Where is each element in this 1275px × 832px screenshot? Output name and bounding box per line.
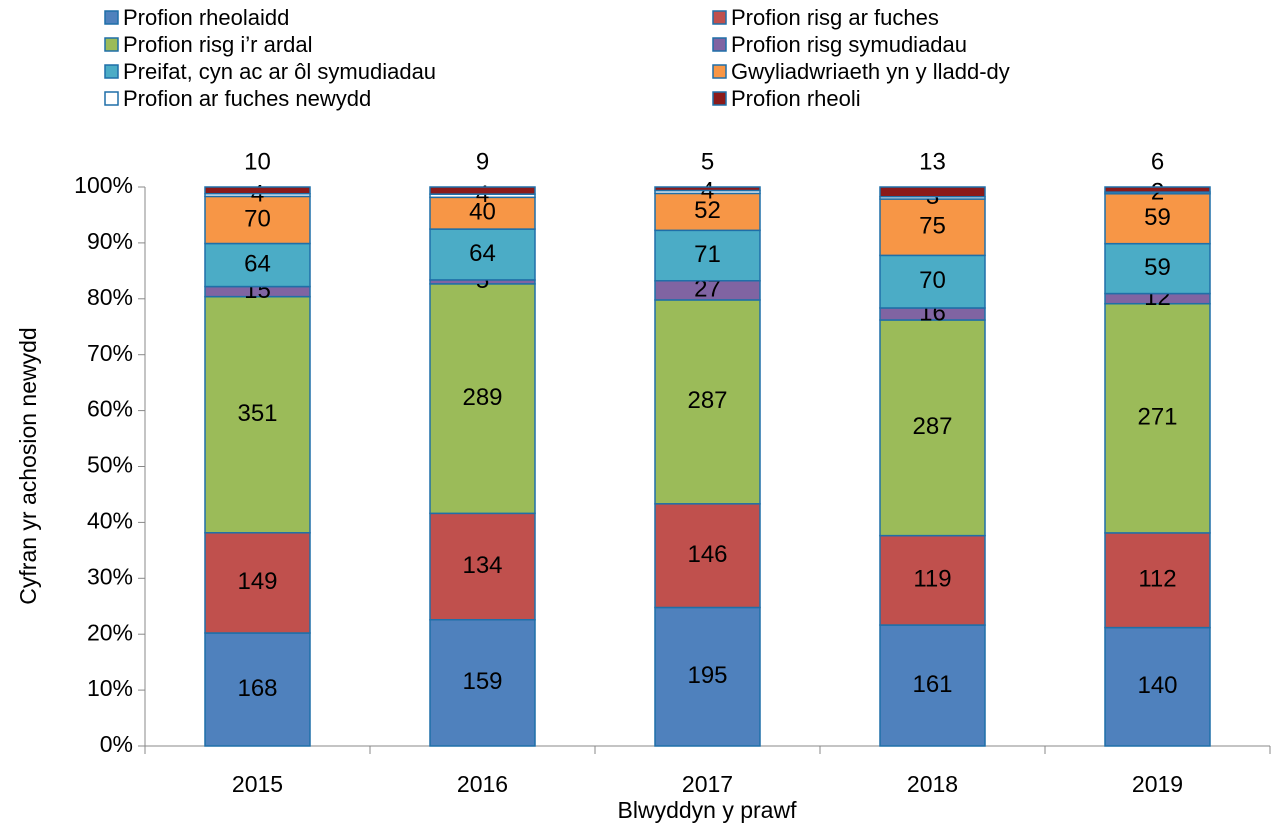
data-label: 59 [1144,254,1171,281]
legend-label: Profion risg symudiadau [731,32,967,57]
x-tick-label: 2017 [682,771,733,797]
legend-swatch [712,10,727,25]
bar-segment [204,295,311,534]
legend-swatch [104,91,119,106]
y-tick-label: 80% [87,284,133,310]
bar-segment [1104,626,1211,747]
data-label: 159 [462,668,502,695]
bar-segment [429,196,536,230]
data-label: 146 [687,541,727,568]
data-label: 289 [462,384,502,411]
data-label: 13 [919,148,946,175]
legend-swatch [712,37,727,52]
y-tick-label: 100% [74,172,133,198]
bar-segment [879,319,986,537]
data-label: 64 [244,250,271,277]
legend-label: Profion risg ar fuches [731,5,939,30]
legend-swatch [104,10,119,25]
data-label: 59 [1144,204,1171,231]
bar-segment [879,198,986,257]
data-label: 10 [244,148,271,175]
y-axis-title: Cyfran yr achosion newydd [15,327,41,604]
data-label: 119 [913,566,951,593]
data-label: 168 [237,675,277,702]
data-label: 70 [244,205,271,232]
y-tick-label: 30% [87,563,133,589]
legend-swatch [104,37,119,52]
legend-label: Profion rheoli [731,86,861,111]
data-label: 195 [687,662,727,689]
bar-segment [429,512,536,621]
data-label: 161 [912,671,952,698]
data-label: 5 [701,148,714,175]
bar-segment [204,186,311,195]
data-label: 9 [476,148,489,175]
bar-segment [429,283,536,515]
data-label: 75 [919,213,946,240]
bar-segment [429,186,536,195]
bar-segment [654,186,761,192]
data-label: 271 [1137,404,1177,431]
bar-segment [879,624,986,747]
bar-segment [204,532,311,634]
legend-label: Gwyliadwriaeth yn y lladd-dy [731,59,1010,84]
data-label: 140 [1137,672,1177,699]
data-label: 40 [469,199,496,226]
bar-segment [879,186,986,198]
y-tick-label: 90% [87,228,133,254]
legend-swatch [712,64,727,79]
bar-segment [654,192,761,232]
x-tick-label: 2018 [907,771,958,797]
y-tick-label: 60% [87,396,133,422]
bar-segment [1104,532,1211,629]
data-label: 6 [1151,148,1164,175]
bar-segment [879,534,986,626]
data-label: 287 [687,387,727,414]
legend-label: Profion ar fuches newydd [123,86,371,111]
y-tick-label: 10% [87,675,133,701]
bar-segment [654,299,761,505]
bar-segment [1104,186,1211,193]
y-tick-label: 0% [100,731,133,757]
data-label: 134 [462,552,502,579]
x-tick-label: 2019 [1132,771,1183,797]
bar-segment [1104,302,1211,534]
x-tick-label: 2015 [232,771,283,797]
y-tick-label: 70% [87,340,133,366]
legend-label: Preifat, cyn ac ar ôl symudiadau [123,59,436,84]
bar-segment [654,606,761,747]
bar-segment [429,228,536,281]
data-label: 149 [237,568,277,595]
data-label: 70 [919,267,946,294]
y-tick-label: 20% [87,619,133,645]
bar-segment [204,242,311,288]
data-label: 64 [469,240,496,267]
legend-swatch [104,64,119,79]
bar-segment [1104,242,1211,295]
bar-segment [879,254,986,309]
data-label: 287 [912,413,952,440]
bar-segment [429,618,536,747]
data-label: 351 [237,400,277,427]
legend-label: Profion rheolaidd [123,5,289,30]
data-label: 112 [1138,566,1176,593]
data-label: 71 [694,241,721,268]
legend-label: Profion risg i’r ardal [123,32,313,57]
data-label: 52 [694,197,721,224]
y-tick-label: 40% [87,507,133,533]
x-axis-title: Blwyddyn y prawf [618,797,798,823]
x-tick-label: 2016 [457,771,508,797]
bar-segment [654,503,761,609]
legend-swatch [712,91,727,106]
y-tick-label: 50% [87,452,133,478]
